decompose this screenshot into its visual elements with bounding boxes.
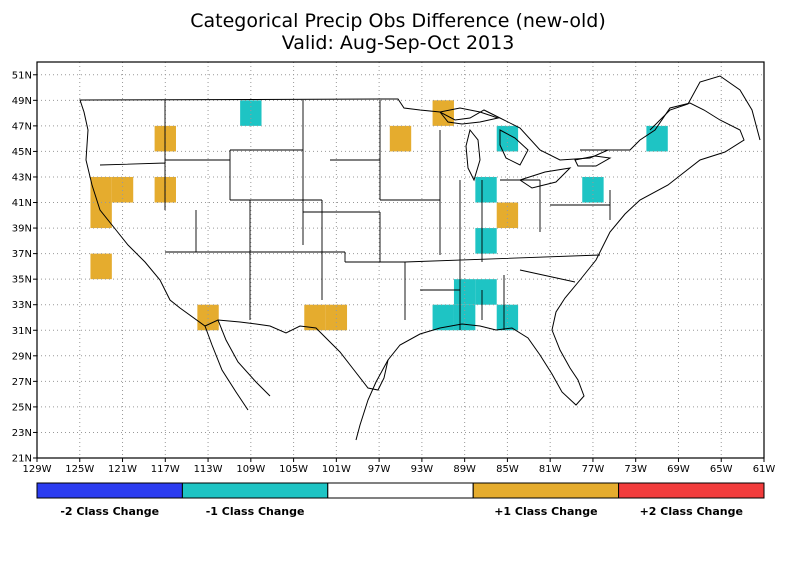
difference-cell-p1-12 xyxy=(496,202,519,229)
lake-huron xyxy=(499,129,529,166)
difference-cell-p1-2 xyxy=(389,125,412,152)
lat-tick-label-6: 33N xyxy=(12,300,32,311)
difference-cell-m1-15 xyxy=(453,279,476,305)
lon-tick-label-4: 113W xyxy=(194,464,223,475)
lon-tick-label-9: 93W xyxy=(411,464,434,475)
lon-tick-label-16: 65W xyxy=(710,464,733,475)
lake-michigan xyxy=(465,128,481,182)
lon-tick-label-7: 101W xyxy=(322,464,351,475)
difference-cell-p1-3 xyxy=(432,100,454,126)
lat-tick-label-11: 43N xyxy=(12,172,32,183)
lat-tick-label-12: 45N xyxy=(12,147,32,158)
difference-cell-m1-22 xyxy=(496,304,519,331)
axis-ticks: 129W 125W 121W 117W 113W 109W 105W 101W 97W 93W 89… xyxy=(12,70,776,475)
lon-tick-label-15: 69W xyxy=(667,464,690,475)
difference-cell-p1-18 xyxy=(304,304,326,331)
lon-tick-label-13: 77W xyxy=(582,464,605,475)
lat-tick-label-8: 37N xyxy=(12,249,32,260)
lat-lon-grid xyxy=(37,62,764,458)
difference-cell-p1-19 xyxy=(325,304,348,331)
us-border-outline xyxy=(79,98,745,406)
lon-tick-label-3: 117W xyxy=(151,464,180,475)
lon-tick-label-0: 129W xyxy=(23,464,52,475)
legend-label-m1: -1 Class Change xyxy=(206,505,305,518)
difference-cell-p1-8 xyxy=(90,202,112,229)
lat-tick-label-0: 21N xyxy=(12,454,32,465)
lat-tick-label-4: 29N xyxy=(12,351,32,362)
lat-tick-label-13: 47N xyxy=(12,121,32,132)
lon-tick-label-14: 73W xyxy=(624,464,647,475)
legend-swatch-p1 xyxy=(472,482,620,499)
lat-tick-label-9: 39N xyxy=(12,224,32,235)
title-line-1: Categorical Precip Obs Difference (new-o… xyxy=(190,10,605,32)
difference-cell-m1-16 xyxy=(475,279,497,305)
lat-tick-label-2: 25N xyxy=(12,402,32,413)
legend: -2 Class Change -1 Class Change +1 Class C… xyxy=(36,482,765,518)
canada-coastline xyxy=(649,75,761,141)
lat-tick-label-7: 35N xyxy=(12,275,32,286)
difference-cell-m1-21 xyxy=(453,304,476,331)
difference-cell-m1-20 xyxy=(432,304,454,331)
difference-cell-m1-0 xyxy=(240,100,262,126)
map-frame xyxy=(36,61,765,459)
lon-tick-label-17: 61W xyxy=(753,464,776,475)
legend-swatch-m2 xyxy=(36,482,183,499)
mexico-gulf-coastline xyxy=(355,359,389,441)
lat-tick-label-5: 31N xyxy=(12,326,32,337)
title-line-2: Valid: Aug-Sep-Oct 2013 xyxy=(282,32,515,54)
lon-tick-label-12: 81W xyxy=(539,464,562,475)
legend-label-p1: +1 Class Change xyxy=(494,505,597,518)
lat-tick-label-3: 27N xyxy=(12,377,32,388)
lake-superior xyxy=(439,107,500,125)
legend-swatch-p2 xyxy=(618,482,765,499)
lon-tick-label-6: 105W xyxy=(279,464,308,475)
lake-ontario xyxy=(574,155,612,167)
difference-cell-m1-13 xyxy=(475,228,497,254)
lat-tick-label-1: 23N xyxy=(12,428,32,439)
legend-label-m2: -2 Class Change xyxy=(60,505,159,518)
basemap-outlines xyxy=(79,75,761,441)
state-boundaries xyxy=(99,100,630,330)
lake-erie xyxy=(518,167,572,189)
lon-tick-label-1: 125W xyxy=(65,464,94,475)
difference-cell-m1-10 xyxy=(475,176,497,203)
difference-cell-p1-14 xyxy=(90,253,112,280)
lat-tick-label-15: 51N xyxy=(12,70,32,81)
legend-label-p2: +2 Class Change xyxy=(640,505,743,518)
difference-cell-p1-7 xyxy=(111,176,134,203)
lat-tick-label-10: 41N xyxy=(12,198,32,209)
legend-swatch-zero xyxy=(327,482,474,499)
lon-tick-label-11: 85W xyxy=(496,464,519,475)
difference-cell-m1-5 xyxy=(646,125,668,152)
lon-tick-label-2: 121W xyxy=(108,464,137,475)
lat-tick-label-14: 49N xyxy=(12,96,32,107)
difference-cell-m1-11 xyxy=(582,176,604,203)
lon-tick-label-10: 89W xyxy=(453,464,476,475)
legend-swatch-m1 xyxy=(181,482,329,499)
lon-tick-label-5: 109W xyxy=(236,464,265,475)
baja-coastline xyxy=(204,319,271,411)
lon-tick-label-8: 97W xyxy=(368,464,391,475)
